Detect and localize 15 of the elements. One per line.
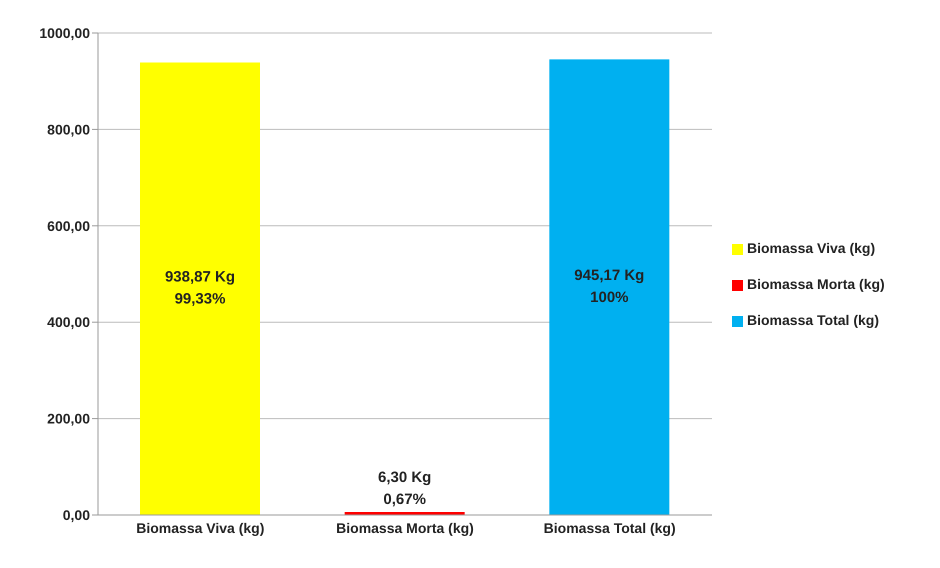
- legend-label: Biomassa Viva (kg): [747, 240, 876, 256]
- x-tick-label: Biomassa Total (kg): [544, 520, 676, 536]
- y-tick-label: 200,00: [47, 410, 90, 427]
- legend-label: Biomassa Morta (kg): [747, 276, 885, 292]
- y-tick-label: 800,00: [47, 121, 90, 138]
- y-tick-label: 400,00: [47, 314, 90, 330]
- x-tick-label: Biomassa Morta (kg): [336, 520, 474, 536]
- data-label: 938,87 Kg 99,33%: [164, 268, 236, 308]
- y-tick-label: 1000,00: [39, 24, 90, 41]
- y-tick-label: 0,00: [62, 506, 90, 523]
- x-tick-label: Biomassa Viva (kg): [136, 520, 264, 536]
- data-label: 6,30 Kg 0,67%: [378, 468, 432, 508]
- data-label: 945,17 Kg 100%: [574, 267, 644, 306]
- y-tick-label: 600,00: [47, 218, 90, 234]
- legend-label: Biomassa Total (kg): [747, 312, 879, 328]
